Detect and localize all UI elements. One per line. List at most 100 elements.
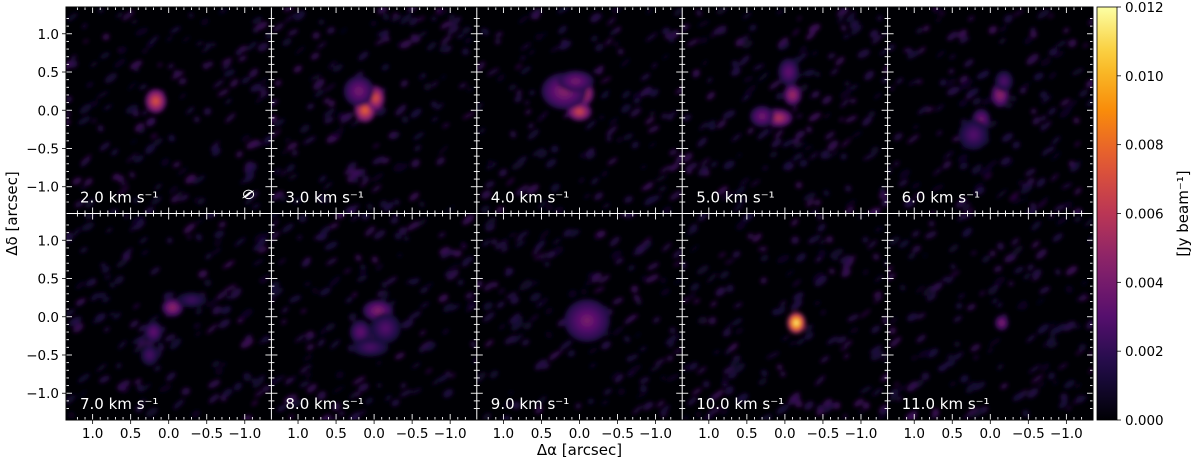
- noise-blob: [804, 331, 814, 340]
- noise-blob: [335, 371, 344, 379]
- noise-blob: [1035, 248, 1047, 259]
- noise-blob: [772, 308, 779, 316]
- noise-blob: [987, 348, 994, 354]
- noise-blob: [870, 146, 879, 155]
- noise-blob: [440, 74, 447, 80]
- noise-blob: [462, 256, 474, 264]
- noise-blob: [871, 387, 883, 397]
- noise-blob: [122, 10, 135, 21]
- x-tick-label: −0.5: [190, 426, 223, 442]
- noise-blob: [1040, 124, 1047, 131]
- noise-blob: [372, 156, 386, 165]
- noise-blob: [527, 129, 540, 140]
- beam-outline: [243, 189, 255, 200]
- noise-blob: [959, 162, 968, 170]
- noise-blob: [979, 290, 985, 296]
- noise-blob: [150, 133, 158, 139]
- noise-blob: [117, 175, 125, 183]
- noise-blob: [319, 287, 331, 296]
- noise-blob: [443, 204, 456, 214]
- noise-blob: [996, 363, 1004, 371]
- noise-blob: [660, 277, 667, 284]
- noise-blob: [220, 395, 227, 402]
- noise-blob: [723, 366, 735, 374]
- noise-blob: [844, 185, 852, 192]
- noise-blob: [300, 308, 307, 314]
- noise-blob: [967, 16, 975, 22]
- noise-blob: [498, 288, 505, 294]
- noise-blob: [1032, 117, 1041, 125]
- noise-blob: [742, 12, 752, 20]
- noise-blob: [461, 244, 467, 249]
- noise-blob: [895, 77, 904, 85]
- noise-blob: [847, 314, 859, 322]
- noise-blob: [835, 56, 845, 66]
- noise-blob: [306, 344, 314, 351]
- noise-blob: [66, 309, 76, 318]
- noise-blob: [252, 258, 264, 266]
- noise-blob: [350, 214, 360, 221]
- noise-blob: [252, 377, 265, 389]
- noise-blob: [725, 320, 737, 331]
- noise-blob: [949, 54, 956, 60]
- emission-layer: [887, 213, 1093, 420]
- noise-blob: [1030, 202, 1036, 209]
- noise-blob: [249, 68, 259, 78]
- noise-blob: [1064, 201, 1073, 209]
- x-tick-label: 0.0: [774, 426, 795, 442]
- x-axis-label: Δα [arcsec]: [537, 441, 622, 459]
- noise-blob: [811, 50, 819, 56]
- noise-blob: [1033, 72, 1044, 81]
- noise-blob: [792, 28, 800, 36]
- noise-blob: [114, 275, 124, 285]
- noise-blob: [666, 355, 674, 361]
- noise-blob: [918, 349, 931, 358]
- noise-blob: [862, 236, 869, 243]
- noise-blob: [395, 104, 407, 116]
- noise-blob: [335, 213, 346, 220]
- y-tick-label: −0.5: [26, 141, 59, 157]
- noise-blob: [446, 269, 459, 281]
- noise-blob: [382, 290, 389, 297]
- noise-blob: [122, 387, 132, 394]
- noise-blob: [254, 389, 264, 397]
- noise-blob: [612, 41, 620, 47]
- noise-blob: [419, 286, 429, 294]
- noise-blob: [489, 370, 499, 379]
- noise-blob: [1019, 197, 1028, 203]
- noise-blob: [240, 338, 254, 349]
- noise-blob: [620, 58, 631, 68]
- noise-blob: [839, 89, 852, 99]
- x-tick-label: 1.0: [287, 426, 308, 442]
- noise-blob: [483, 302, 493, 311]
- noise-blob: [823, 189, 830, 197]
- noise-blob: [1048, 341, 1059, 349]
- noise-blob: [795, 130, 806, 139]
- noise-blob: [206, 298, 218, 308]
- noise-blob: [682, 262, 687, 269]
- noise-blob: [953, 341, 961, 348]
- noise-blob: [550, 44, 563, 53]
- noise-blob: [323, 108, 336, 118]
- noise-blob: [958, 99, 968, 107]
- noise-blob: [414, 144, 422, 152]
- noise-blob: [752, 233, 762, 243]
- panel-background: [66, 7, 272, 214]
- noise-blob: [448, 14, 455, 20]
- noise-blob: [871, 325, 881, 334]
- noise-blob: [782, 161, 792, 170]
- noise-blob: [163, 292, 175, 300]
- noise-blob: [1028, 364, 1041, 374]
- noise-blob: [218, 8, 228, 14]
- noise-blob: [359, 269, 367, 276]
- noise-blob: [669, 29, 677, 36]
- noise-blob: [222, 62, 232, 70]
- noise-blob: [466, 295, 477, 305]
- noise-blob: [1040, 115, 1047, 121]
- noise-blob: [294, 45, 306, 55]
- noise-blob: [464, 37, 472, 44]
- noise-blob: [218, 319, 231, 329]
- noise-blob: [95, 363, 108, 373]
- noise-blob: [912, 245, 921, 253]
- noise-blob: [206, 213, 217, 219]
